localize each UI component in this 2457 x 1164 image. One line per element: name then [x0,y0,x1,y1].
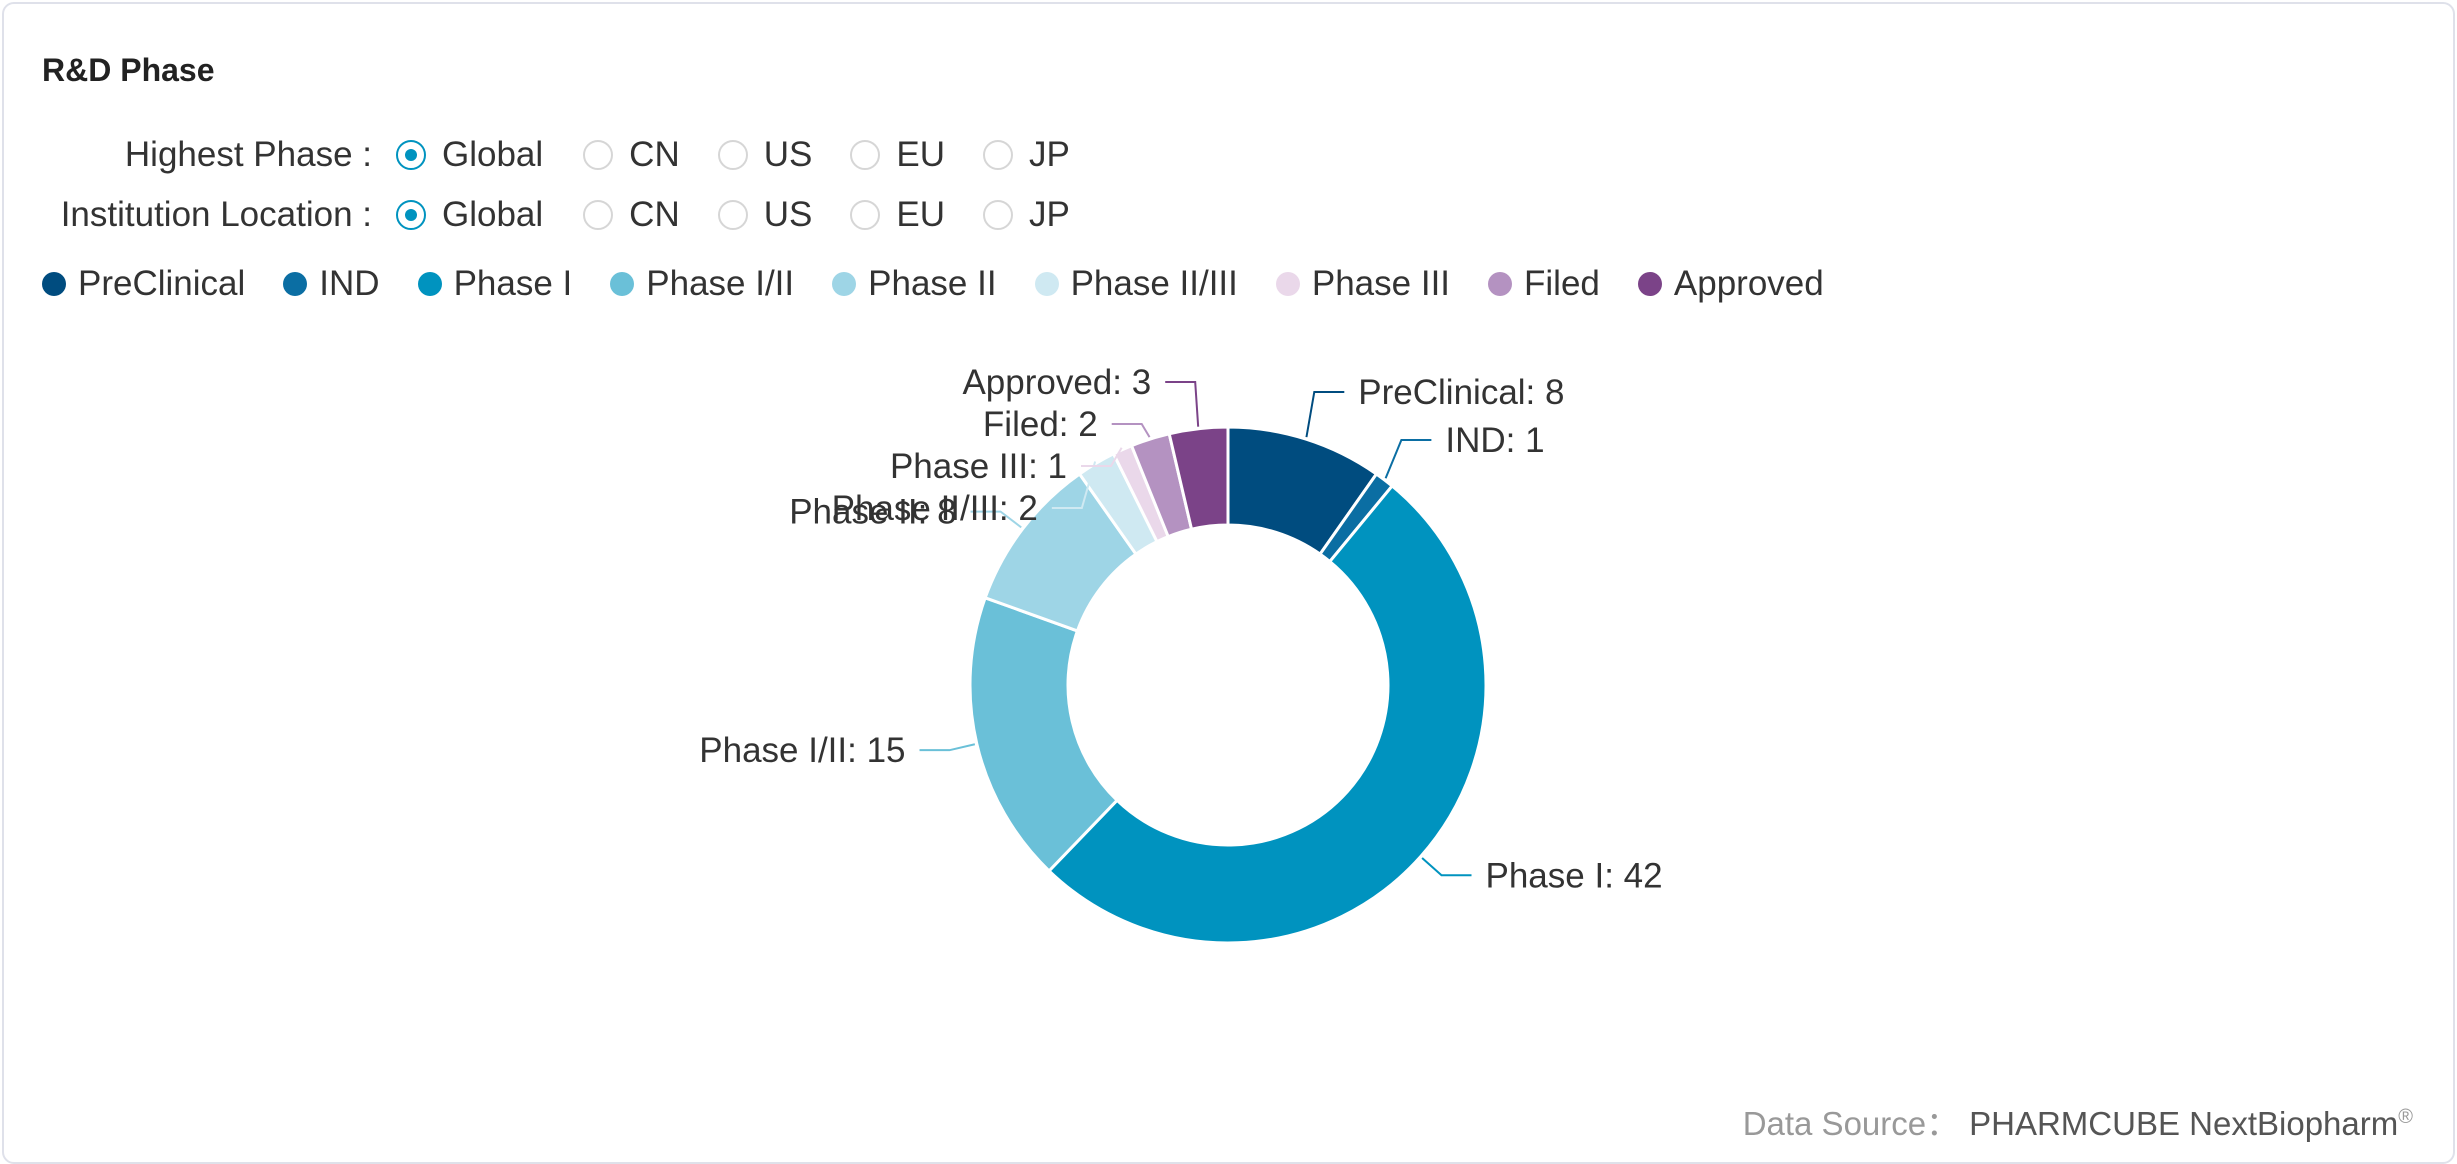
legend-label: Phase I [453,264,573,303]
radio-icon[interactable] [850,200,881,230]
legend-label: Filed [1524,264,1600,303]
chart-legend: PreClinical IND Phase I Phase I/II Phase II P… [42,259,1862,309]
data-source-brand: PHARMCUBE NextBiopharm [1969,1105,2399,1142]
data-label: Phase I/II: 15 [699,731,905,770]
pie-slice[interactable] [1167,425,1230,532]
data-source-label: Data Source： [1742,1105,1960,1142]
legend-label: PreClinical [78,264,246,303]
data-label: Phase II/III: 2 [832,489,1038,528]
highest-phase-label: Highest Phase : [124,135,372,174]
highest-phase-option-us[interactable]: US [717,135,813,175]
legend-item[interactable]: Phase II [832,264,997,304]
option-label: EU [896,135,945,174]
option-label: CN [629,195,680,234]
option-label: Global [442,135,544,174]
pie-slice[interactable] [968,595,1120,874]
data-label: Phase III: 1 [890,447,1067,486]
leader-line [1421,857,1472,877]
data-label: Phase I: 42 [1486,856,1663,895]
legend-label: Approved [1673,264,1824,303]
leader-line [1051,461,1097,509]
highest-phase-option-global[interactable]: Global [396,135,543,175]
legend-label: Phase I/II [646,264,795,303]
leader-line [1305,391,1345,438]
data-label: Approved: 3 [962,363,1151,402]
legend-label: IND [319,264,380,303]
option-label: CN [629,135,680,174]
radio-icon[interactable] [583,140,614,170]
highest-phase-filter: Highest Phase : Global CN US EU JP [4,130,1070,180]
legend-dot-icon [610,272,635,296]
location-option-global[interactable]: Global [396,195,543,235]
radio-icon[interactable] [982,200,1013,230]
legend-item[interactable]: Phase III [1275,264,1451,304]
legend-item[interactable]: IND [283,264,380,304]
pie-slice[interactable] [1046,483,1488,945]
leader-line [970,510,1022,529]
radio-icon[interactable] [717,140,748,170]
option-label: JP [1028,195,1070,234]
legend-item[interactable]: Phase II/III [1034,264,1238,304]
option-label: JP [1028,135,1070,174]
institution-location-filter: Institution Location : Global CN US EU J… [4,190,1070,240]
institution-location-label: Institution Location : [60,195,372,234]
highest-phase-option-cn[interactable]: CN [583,135,680,175]
legend-dot-icon [283,272,308,296]
legend-dot-icon [1637,272,1662,296]
data-label: Phase II: 8 [789,493,956,532]
option-label: Global [442,195,544,234]
legend-item[interactable]: Filed [1488,264,1600,304]
radio-icon[interactable] [982,140,1013,170]
page-title: R&D Phase [42,52,215,88]
legend-label: Phase III [1311,264,1451,303]
leader-line [1081,447,1123,467]
radio-icon[interactable] [850,140,881,170]
leader-line [1384,439,1432,479]
radio-checked-icon[interactable] [396,140,426,170]
radio-icon[interactable] [583,200,614,230]
legend-item[interactable]: Phase I [417,264,573,304]
option-label: US [763,135,813,174]
leader-line [1165,381,1200,427]
location-option-eu[interactable]: EU [850,195,945,235]
registered-mark: ® [2398,1106,2413,1128]
radio-icon[interactable] [717,200,748,230]
radio-checked-icon[interactable] [396,200,426,230]
legend-dot-icon [832,272,857,296]
legend-item[interactable]: Approved [1637,264,1824,304]
location-option-cn[interactable]: CN [583,195,680,235]
legend-dot-icon [42,272,66,296]
legend-label: Phase II [868,264,997,303]
data-source: Data Source： PHARMCUBE NextBiopharm® [1743,1097,2413,1145]
highest-phase-option-jp[interactable]: JP [982,135,1070,175]
legend-item[interactable]: PreClinical [42,264,245,304]
legend-dot-icon [1275,272,1300,296]
highest-phase-option-eu[interactable]: EU [850,135,945,175]
data-label: PreClinical: 8 [1358,373,1564,412]
leader-line [919,743,976,752]
legend-dot-icon [1034,272,1059,296]
legend-dot-icon [1488,272,1513,296]
leader-line [1111,423,1151,438]
option-label: EU [896,195,945,234]
data-label: IND: 1 [1445,421,1544,460]
location-option-jp[interactable]: JP [982,195,1070,235]
location-option-us[interactable]: US [717,195,813,235]
legend-item[interactable]: Phase I/II [610,264,794,304]
data-label: Filed: 2 [983,405,1098,444]
legend-label: Phase II/III [1070,264,1238,303]
option-label: US [763,195,813,234]
legend-dot-icon [417,272,442,296]
